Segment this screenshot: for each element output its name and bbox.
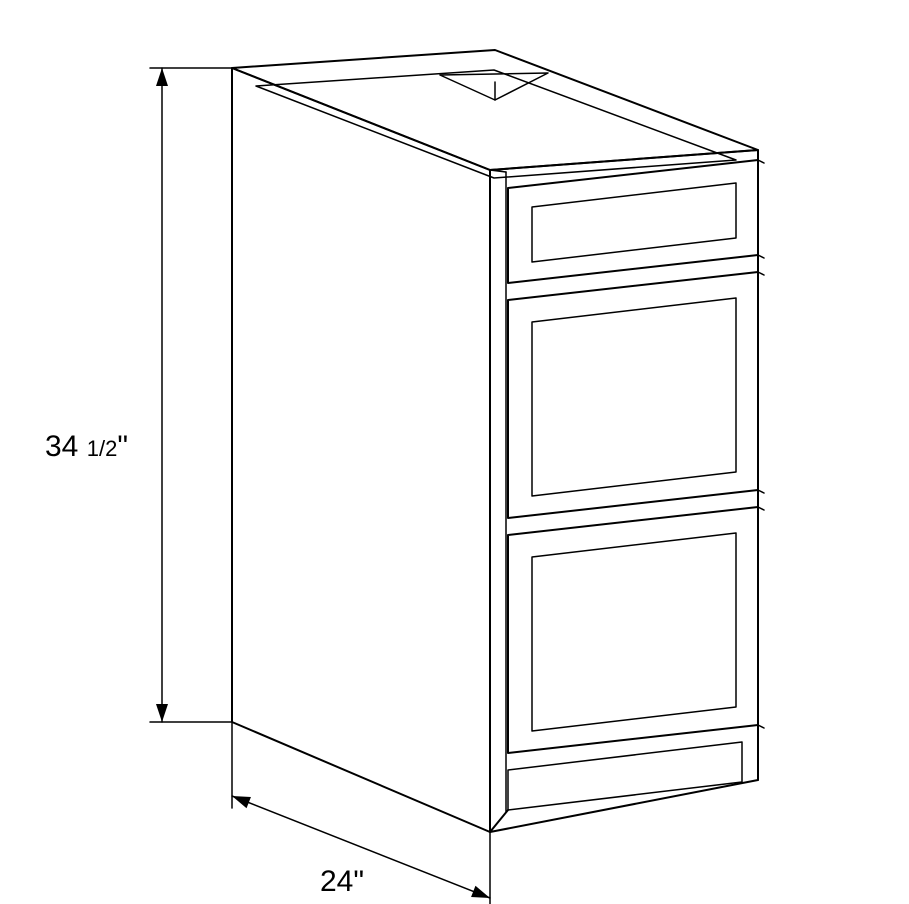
height-whole: 34	[45, 430, 78, 463]
cabinet-svg	[0, 0, 909, 904]
cabinet-dimension-diagram: { "diagram": { "type": "technical-line-d…	[0, 0, 909, 904]
height-unit: "	[117, 430, 128, 463]
height-dimension-label: 34 1/2"	[45, 430, 128, 464]
depth-value: 24"	[320, 865, 364, 898]
height-fraction: 1/2	[87, 436, 118, 461]
depth-dimension-label: 24"	[320, 865, 364, 899]
